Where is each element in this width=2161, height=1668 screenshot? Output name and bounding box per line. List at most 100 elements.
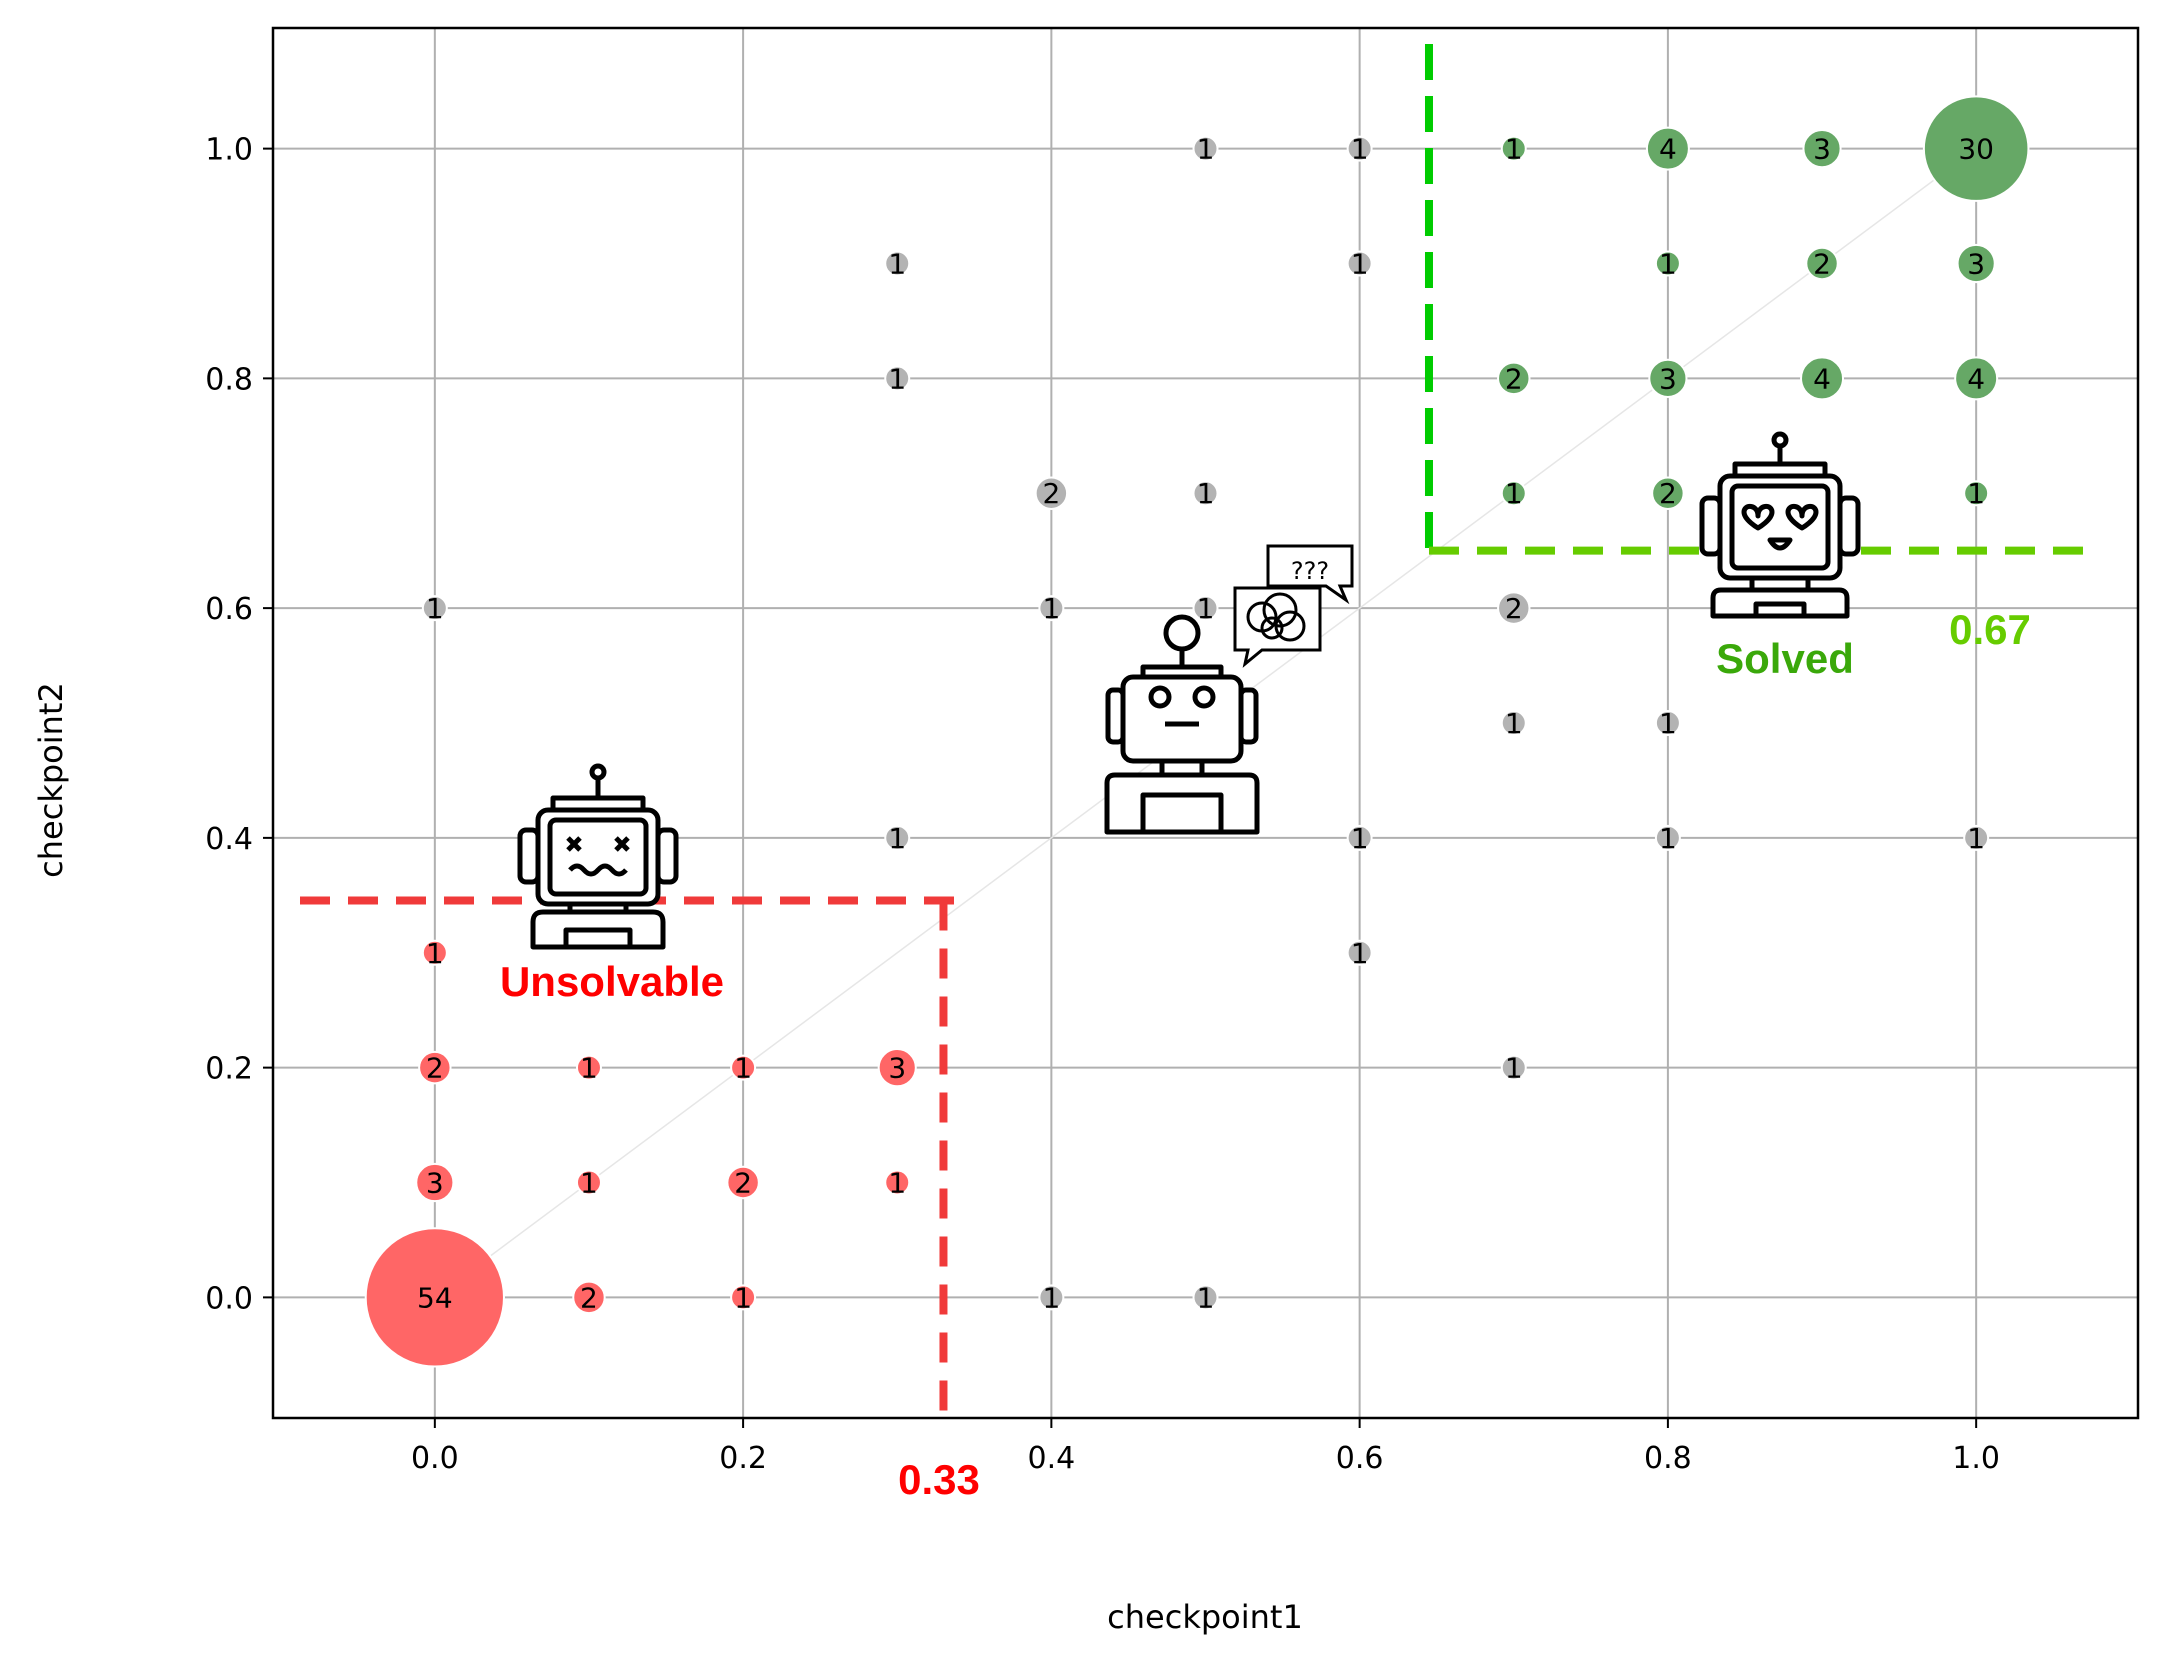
unsolvable-zone-label: Unsolvable xyxy=(500,958,724,1005)
data-bubble xyxy=(1805,246,1839,281)
y-tick-label: 0.6 xyxy=(205,592,253,627)
data-bubble xyxy=(1346,824,1373,851)
bubble-count-label: 3 xyxy=(888,1052,906,1085)
data-bubble xyxy=(1346,939,1373,966)
y-tick-label: 0.2 xyxy=(205,1052,253,1087)
bubble-count-label: 54 xyxy=(417,1281,453,1314)
data-bubble xyxy=(364,1227,505,1368)
y-tick-label: 0.4 xyxy=(205,822,253,857)
data-bubble xyxy=(575,1169,602,1196)
bubble-count-label: 4 xyxy=(1813,362,1831,395)
data-bubble xyxy=(877,1048,917,1088)
data-bubble xyxy=(1648,358,1688,398)
data-bubble xyxy=(1038,595,1065,622)
bubble-count-label: 3 xyxy=(1967,247,1985,280)
axes-frame xyxy=(271,26,2140,1420)
bubble-count-label: 1 xyxy=(1505,477,1523,510)
bubble-count-label: 1 xyxy=(1197,1281,1215,1314)
bubble-count-label: 1 xyxy=(1197,133,1215,166)
bubble-count-label: 30 xyxy=(1958,133,1994,166)
bubble-count-label: 1 xyxy=(580,1052,598,1085)
data-bubble xyxy=(1963,480,1990,507)
y-tick-label: 1.0 xyxy=(205,133,253,168)
data-bubble xyxy=(1346,250,1373,277)
bubble-count-label: 1 xyxy=(1659,247,1677,280)
data-bubble xyxy=(1800,356,1845,401)
data-bubble xyxy=(884,824,911,851)
data-bubble xyxy=(1034,476,1069,510)
data-bubble xyxy=(1651,476,1685,510)
bubble-count-label: 1 xyxy=(888,247,906,280)
bubble-count-label: 1 xyxy=(1351,247,1369,280)
bubble-count-label: 2 xyxy=(1659,477,1677,510)
data-bubble xyxy=(1645,126,1690,171)
bubble-count-label: 1 xyxy=(1967,822,1985,855)
thought-bubble-icon xyxy=(1233,544,1354,668)
bubble-count-label: 2 xyxy=(1813,247,1831,280)
bubble-count-label: 1 xyxy=(426,592,444,625)
bubble-count-label: 2 xyxy=(580,1281,598,1314)
bubble-count-label: 1 xyxy=(1505,1052,1523,1085)
bubble-count-label: 2 xyxy=(734,1167,752,1200)
bubble-count-label: 1 xyxy=(1042,592,1060,625)
data-bubble xyxy=(1654,250,1681,277)
y-axis-label: checkpoint2 xyxy=(32,682,70,878)
data-bubble xyxy=(1500,480,1527,507)
data-bubble xyxy=(884,1169,911,1196)
bubble-count-label: 1 xyxy=(1197,592,1215,625)
x-tick-label: 0.8 xyxy=(1644,1441,1692,1476)
data-bubble xyxy=(1497,591,1531,625)
data-bubble xyxy=(1500,135,1527,162)
data-bubble xyxy=(421,939,448,966)
bubble-count-label: 3 xyxy=(1659,362,1677,395)
bubble-count-label: 1 xyxy=(1042,1281,1060,1314)
bubble-count-label: 1 xyxy=(1505,133,1523,166)
bubble-count-label: 1 xyxy=(1659,707,1677,740)
x-tick-label: 1.0 xyxy=(1952,1441,2000,1476)
unsolvable-robot-icon xyxy=(517,763,679,950)
tick-labels: 0.0 0.2 0.4 0.6 0.8 1.0 0.0 0.2 0.4 0.6 0.8 1.0 xyxy=(205,133,2000,1476)
data-bubble xyxy=(572,1280,606,1315)
bubble-count-label: 1 xyxy=(1351,133,1369,166)
data-bubble xyxy=(730,1054,757,1081)
bubble-count-label: 1 xyxy=(888,362,906,395)
bubble-count-label: 1 xyxy=(1351,822,1369,855)
data-bubble xyxy=(1192,595,1219,622)
bubble-count-label: 1 xyxy=(1659,822,1677,855)
data-bubble xyxy=(884,365,911,392)
solved-robot-icon xyxy=(1699,431,1861,619)
bubble-count-label: 3 xyxy=(1813,133,1831,166)
bubble-count-label: 1 xyxy=(1967,477,1985,510)
confused-marks: ??? xyxy=(1291,557,1329,585)
data-bubble xyxy=(884,250,911,277)
threshold-lines xyxy=(300,44,2090,1418)
bubble-count-label: 2 xyxy=(1042,477,1060,510)
data-bubble xyxy=(730,1284,757,1311)
data-bubble xyxy=(1038,1284,1065,1311)
unsolvable-threshold-label: 0.33 xyxy=(898,1456,980,1503)
bubble-count-label: 1 xyxy=(734,1281,752,1314)
solved-threshold-label: 0.67 xyxy=(1949,606,2031,653)
bubble-count-label: 1 xyxy=(888,822,906,855)
bubble-count-label: 4 xyxy=(1659,133,1677,166)
bubble-count-label: 1 xyxy=(1197,477,1215,510)
x-axis-label: checkpoint1 xyxy=(1107,1598,1303,1636)
bubble-series: 54 2 1 1 1 3 1 2 1 2 1 1 3 1 1 1 1 1 1 1 1 1 1 1 1 2 2 1 1 2 1 1 2 3 4 4 1 1 1… xyxy=(364,95,2030,1368)
data-bubble xyxy=(1500,1054,1527,1081)
data-bubble xyxy=(1956,243,1996,284)
bubble-count-label: 1 xyxy=(426,937,444,970)
y-tick-label: 0.0 xyxy=(205,1281,253,1316)
data-bubble xyxy=(415,1162,455,1203)
bubble-count-label: 4 xyxy=(1967,362,1985,395)
bubble-count-label: 2 xyxy=(1505,592,1523,625)
data-bubble xyxy=(1654,824,1681,851)
bubble-count-label: 1 xyxy=(1351,937,1369,970)
data-bubble xyxy=(1192,1284,1219,1311)
x-tick-label: 0.6 xyxy=(1336,1441,1384,1476)
x-tick-label: 0.0 xyxy=(411,1441,459,1476)
data-bubble xyxy=(1497,361,1531,396)
plot-frame xyxy=(271,26,2140,1420)
confused-robot-icon xyxy=(1104,614,1260,835)
